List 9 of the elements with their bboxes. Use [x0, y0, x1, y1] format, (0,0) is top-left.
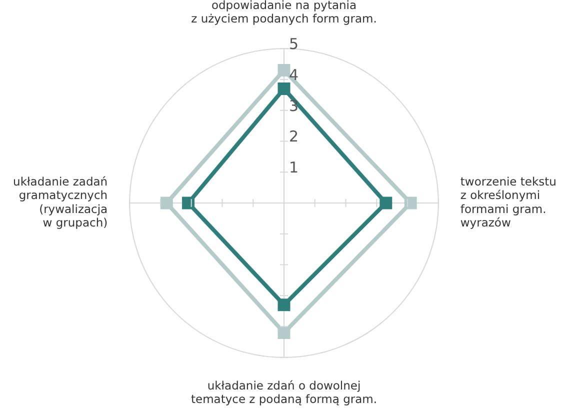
- y-tick-label: 4: [289, 66, 299, 84]
- spoke-label: odpowiadanie na pytania z użyciem podanych form gram.: [191, 0, 377, 26]
- spoke-label: tworzenie tekstu z określonymi formami gram. wyrazów: [460, 174, 556, 230]
- y-tick-label: 1: [289, 158, 299, 177]
- y-tick-label: 2: [289, 128, 299, 146]
- y-tick-label: 3: [289, 96, 299, 115]
- spoke-label: układanie zdań o dowolnej tematyce z podaną formą gram.: [190, 378, 378, 406]
- y-tick-label: 5: [289, 34, 299, 53]
- spoke-label: układanie zadań gramatycznych (rywalizacja w grupach): [13, 174, 108, 230]
